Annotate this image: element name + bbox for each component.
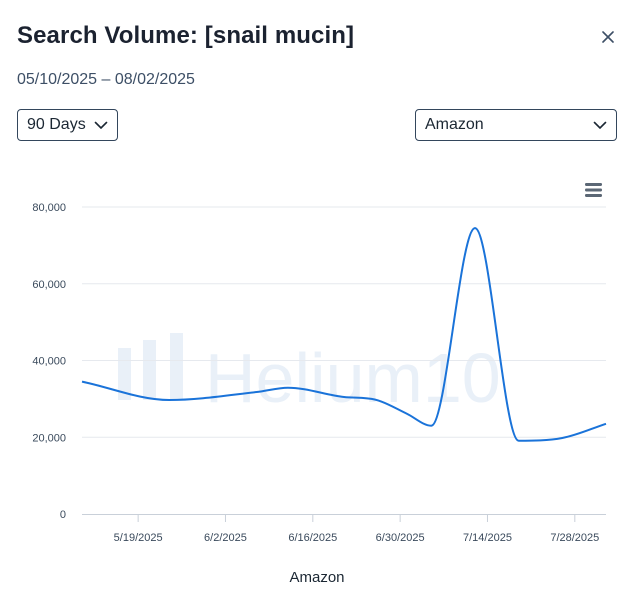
series-line-amazon[interactable] [81, 227, 607, 442]
watermark-text: Helium10 [205, 339, 501, 417]
x-tick-label: 6/30/2025 [376, 532, 425, 544]
x-tick-label: 7/28/2025 [550, 532, 599, 544]
page-title: Search Volume: [snail mucin] [17, 22, 355, 49]
date-range: 05/10/2025 – 08/02/2025 [17, 71, 195, 88]
y-tick-label: 60,000 [32, 279, 66, 291]
period-select-value: 90 Days [27, 116, 86, 133]
chevron-down-icon [93, 117, 109, 133]
x-tick-label: 5/19/2025 [114, 532, 163, 544]
y-tick-label: 40,000 [32, 356, 66, 368]
chevron-down-icon [592, 117, 608, 133]
y-tick-label: 0 [60, 509, 66, 521]
close-button[interactable] [599, 28, 617, 46]
legend-item-amazon[interactable]: Amazon [289, 569, 344, 586]
marketplace-select[interactable]: Amazon [415, 109, 617, 141]
close-icon [602, 31, 614, 43]
helium10-watermark: Helium10 [118, 333, 501, 417]
hamburger-menu-icon [585, 183, 602, 197]
x-tick-label: 7/14/2025 [463, 532, 512, 544]
x-tick-label: 6/2/2025 [204, 532, 247, 544]
marketplace-select-value: Amazon [425, 116, 484, 133]
y-tick-label: 80,000 [32, 202, 66, 214]
period-select[interactable]: 90 Days [17, 109, 118, 141]
x-tick-label: 6/16/2025 [288, 532, 337, 544]
y-tick-label: 20,000 [32, 432, 66, 444]
chart-menu-button[interactable] [585, 182, 603, 198]
